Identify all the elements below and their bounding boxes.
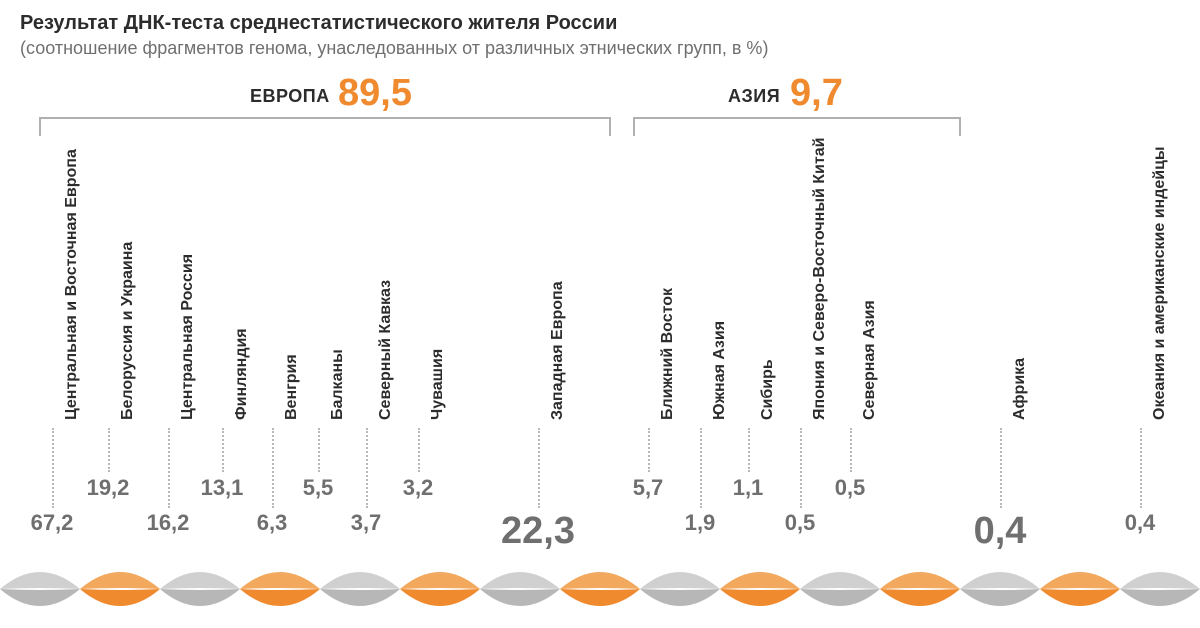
item-value-7: 3,2 [378, 475, 458, 501]
item-value-10: 1,9 [660, 510, 740, 536]
item-label-4: Венгрия [283, 354, 301, 420]
item-value-9: 5,7 [608, 475, 688, 501]
group-bracket-1 [0, 0, 1200, 140]
item-connector-9 [648, 428, 650, 472]
item-connector-5 [318, 428, 320, 472]
group-value-1: 9,7 [790, 72, 843, 115]
item-value-1: 19,2 [68, 475, 148, 501]
item-connector-12 [800, 428, 802, 508]
infographic-stage: Результат ДНК-теста среднестатистическог… [0, 0, 1200, 628]
item-connector-4 [272, 428, 274, 508]
item-value-13: 0,5 [810, 475, 890, 501]
item-connector-15 [1140, 428, 1142, 508]
item-connector-2 [168, 428, 170, 508]
item-value-14: 0,4 [960, 510, 1040, 553]
item-value-12: 0,5 [760, 510, 840, 536]
item-connector-11 [748, 428, 750, 472]
item-label-8: Западная Европа [549, 281, 567, 420]
item-value-0: 67,2 [12, 510, 92, 536]
item-connector-14 [1000, 428, 1002, 508]
item-label-7: Чувашия [429, 349, 447, 420]
item-value-3: 13,1 [182, 475, 262, 501]
item-label-2: Центральная Россия [179, 254, 197, 420]
item-value-2: 16,2 [128, 510, 208, 536]
item-value-4: 6,3 [232, 510, 312, 536]
item-label-0: Центральная и Восточная Европа [63, 149, 81, 420]
item-value-6: 3,7 [326, 510, 406, 536]
item-label-1: Белоруссия и Украина [119, 242, 137, 420]
item-connector-7 [418, 428, 420, 472]
item-connector-6 [366, 428, 368, 508]
item-label-15: Океания и американские индейцы [1151, 146, 1169, 420]
item-value-5: 5,5 [278, 475, 358, 501]
item-label-13: Северная Азия [861, 300, 879, 420]
item-label-14: Африка [1011, 358, 1029, 420]
item-connector-13 [850, 428, 852, 472]
item-connector-0 [52, 428, 54, 508]
item-label-3: Финляндия [233, 328, 251, 420]
item-connector-8 [538, 428, 540, 508]
item-label-5: Балканы [329, 349, 347, 420]
item-connector-10 [700, 428, 702, 508]
item-value-8: 22,3 [498, 510, 578, 553]
item-label-10: Южная Азия [711, 321, 729, 420]
item-label-6: Северный Кавказ [377, 280, 395, 420]
item-label-11: Сибирь [759, 359, 777, 420]
item-value-11: 1,1 [708, 475, 788, 501]
item-connector-3 [222, 428, 224, 472]
item-value-15: 0,4 [1100, 510, 1180, 536]
item-label-12: Япония и Северо-Восточный Китай [811, 138, 829, 420]
group-label-1: АЗИЯ [728, 86, 780, 107]
item-label-9: Ближний Восток [659, 288, 677, 420]
dna-ribbon [0, 558, 1200, 628]
item-connector-1 [108, 428, 110, 472]
